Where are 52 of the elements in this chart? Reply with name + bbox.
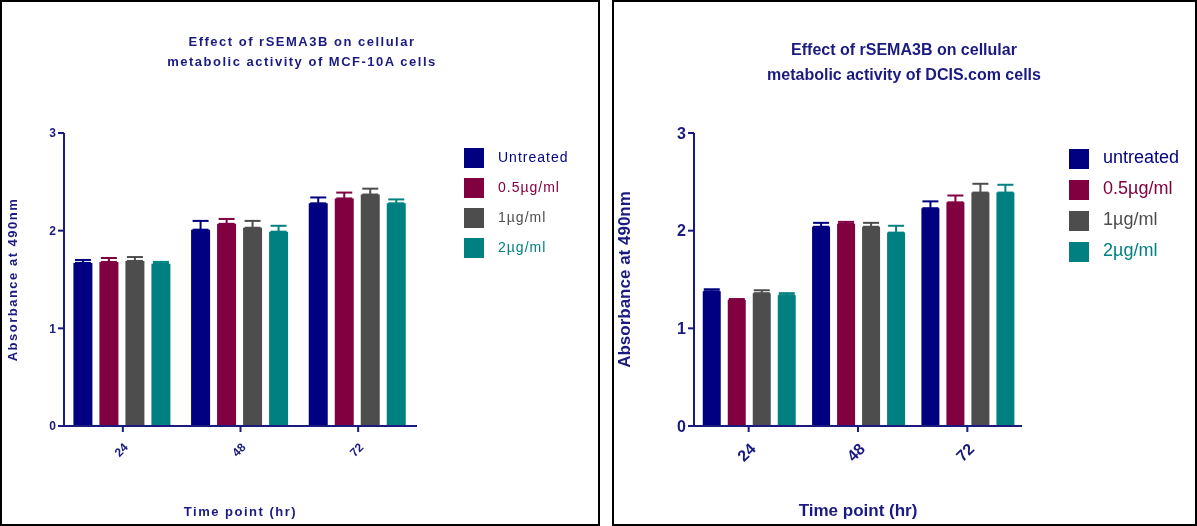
y-axis-title: Absorbance at 490nm <box>4 197 20 362</box>
y-tick-label: 0 <box>677 417 687 435</box>
legend-label: 0.5µg/ml <box>1103 178 1173 198</box>
bar <box>99 261 119 426</box>
bar <box>334 198 354 426</box>
chart-title: Effect of rSEMA3B on cellular metabolic activity of MCF-10A cells <box>166 33 438 72</box>
bar <box>386 203 406 426</box>
bar <box>887 232 906 426</box>
bar <box>73 262 93 426</box>
y-tick-label: 2 <box>49 223 57 238</box>
legend-label: untreated <box>1103 147 1180 167</box>
chart-title: Effect of rSEMA3B on cellular metabolic activity of DCIS.com cells <box>766 40 1042 85</box>
bar <box>125 260 145 426</box>
legend-label: 2µg/ml <box>498 239 547 255</box>
y-tick-label: 1 <box>677 320 687 338</box>
y-tick-label: 3 <box>677 124 687 142</box>
legend-label: 0.5µg/ml <box>498 179 560 195</box>
bar <box>217 223 237 426</box>
x-tick-label: 48 <box>843 440 869 465</box>
bar <box>269 231 289 426</box>
y-tick-label: 3 <box>49 126 57 141</box>
bar <box>862 226 881 426</box>
bar <box>243 227 263 426</box>
bar <box>971 192 990 426</box>
legend-label: Untreated <box>498 149 569 165</box>
legend-label: 1µg/ml <box>1103 209 1158 229</box>
x-tick-label: 24 <box>111 440 132 460</box>
x-tick-label: 72 <box>952 440 978 465</box>
x-tick-label: 48 <box>229 440 249 460</box>
x-tick-label: 72 <box>346 440 367 460</box>
bar <box>921 208 940 426</box>
bar <box>702 291 721 426</box>
bar <box>752 293 771 426</box>
x-axis-title: Time point (hr) <box>183 504 298 519</box>
bar <box>946 202 965 426</box>
bar <box>996 192 1015 426</box>
bar <box>727 300 746 426</box>
x-axis-title: Time point (hr) <box>798 501 918 520</box>
bar <box>812 226 831 426</box>
bar <box>837 223 856 426</box>
bar <box>191 229 211 426</box>
y-axis-title: Absorbance at 490nm <box>615 191 635 368</box>
legend-label: 1µg/ml <box>498 209 547 225</box>
bar <box>151 263 171 426</box>
bar <box>360 194 380 426</box>
y-tick-label: 2 <box>677 222 687 240</box>
bar <box>777 295 796 426</box>
y-tick-label: 0 <box>49 419 57 434</box>
bar <box>308 203 328 426</box>
y-tick-label: 1 <box>49 321 57 336</box>
legend-label: 2µg/ml <box>1103 240 1158 260</box>
x-tick-label: 24 <box>734 440 759 465</box>
